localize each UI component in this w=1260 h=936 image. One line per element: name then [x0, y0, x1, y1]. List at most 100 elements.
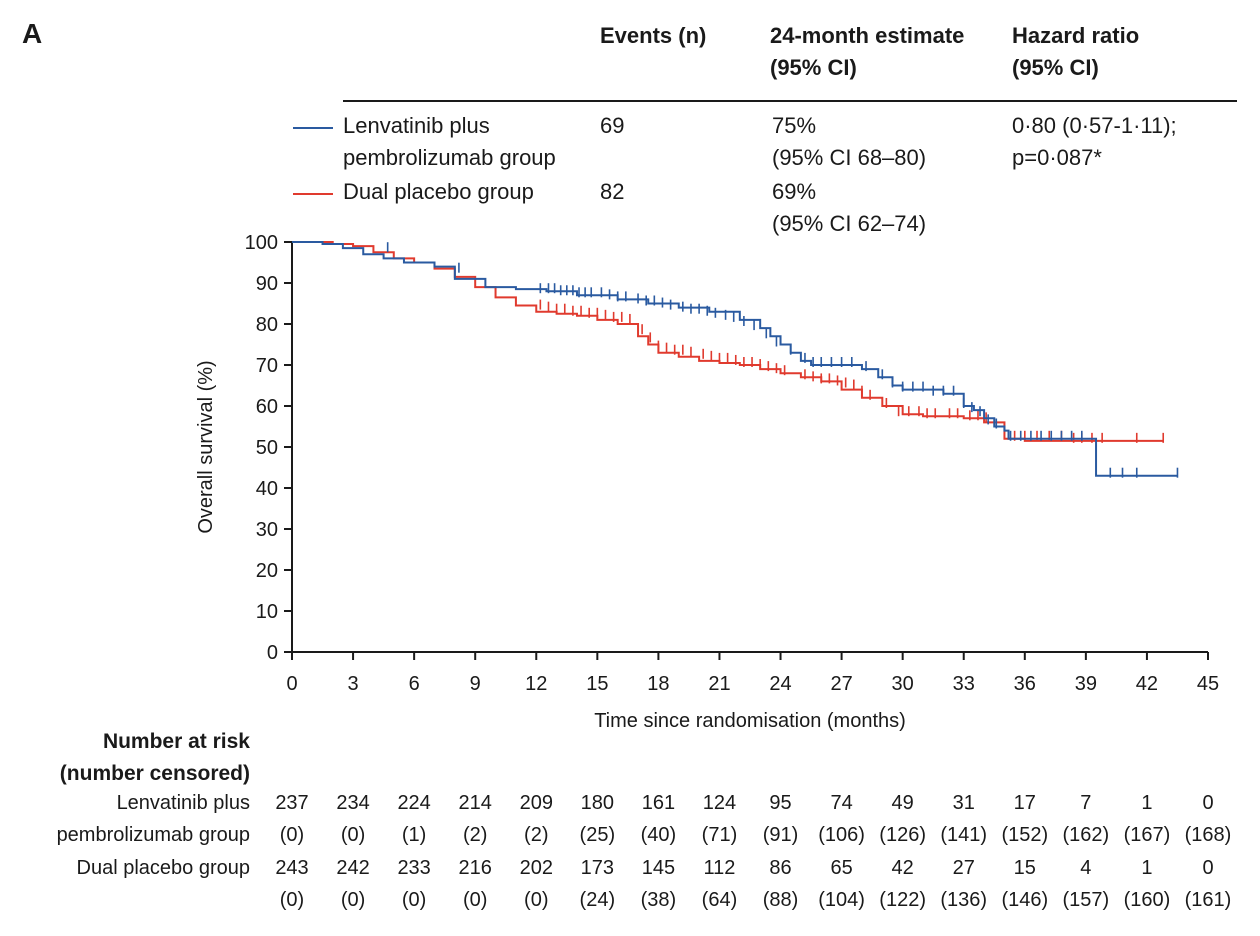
risk-table-title: Number at risk (number censored) — [59, 730, 250, 785]
censored-placebo: (0) — [279, 889, 305, 911]
censored-lenvatinib: (126) — [879, 824, 927, 846]
header-hazard-ratio: Hazard ratio (95% CI) — [1012, 23, 1140, 80]
censored-placebo: (24) — [579, 889, 616, 911]
x-tick-label: 24 — [769, 673, 791, 695]
censored-placebo: (0) — [340, 889, 366, 911]
panel-label: A — [22, 18, 43, 49]
censored-lenvatinib: (168) — [1184, 824, 1232, 846]
censored-lenvatinib: (0) — [340, 824, 366, 846]
row-estimate-lenvatinib: 75% (95% CI 68–80) — [772, 113, 927, 170]
censored-placebo: (104) — [818, 889, 865, 911]
at-risk-placebo: 0 — [1202, 857, 1214, 879]
at-risk-placebo: 173 — [580, 857, 615, 879]
y-tick-label: 100 — [245, 232, 278, 254]
censored-placebo: (122) — [879, 889, 927, 911]
at-risk-lenvatinib: 224 — [397, 792, 431, 814]
at-risk-placebo: 233 — [397, 857, 431, 879]
censored-lenvatinib: (2) — [524, 824, 549, 846]
censored-lenvatinib: (162) — [1062, 824, 1110, 846]
y-tick-label: 10 — [256, 601, 278, 623]
x-tick-label: 33 — [953, 673, 975, 695]
x-tick-label: 18 — [647, 673, 669, 695]
censored-placebo: (136) — [940, 889, 988, 911]
risk-label-lenvatinib-1: Lenvatinib plus — [116, 792, 250, 814]
at-risk-placebo: 27 — [952, 857, 975, 879]
at-risk-placebo: 42 — [891, 857, 914, 879]
censored-placebo: (146) — [1001, 889, 1049, 911]
at-risk-lenvatinib: 124 — [702, 792, 737, 814]
x-tick-label: 12 — [525, 673, 547, 695]
survival-curve-placebo — [292, 241, 1164, 442]
x-tick-label: 27 — [830, 673, 852, 695]
at-risk-lenvatinib: 0 — [1202, 792, 1214, 814]
at-risk-placebo: 145 — [641, 857, 676, 879]
censored-lenvatinib: (0) — [279, 824, 305, 846]
at-risk-placebo: 216 — [458, 857, 492, 879]
at-risk-placebo: 202 — [519, 857, 553, 879]
y-tick-label: 80 — [256, 314, 278, 336]
at-risk-lenvatinib: 237 — [275, 792, 309, 814]
censored-placebo: (38) — [640, 889, 677, 911]
row-events-placebo: 82 — [600, 179, 625, 204]
y-tick-label: 40 — [256, 478, 278, 500]
censored-lenvatinib: (71) — [701, 824, 738, 846]
at-risk-placebo: 242 — [336, 857, 370, 879]
survival-curve-lenvatinib — [292, 241, 1178, 477]
at-risk-lenvatinib: 234 — [336, 792, 370, 814]
at-risk-lenvatinib: 74 — [830, 792, 853, 814]
x-tick-label: 39 — [1075, 673, 1097, 695]
x-tick-label: 3 — [348, 673, 359, 695]
chart-curves — [292, 241, 1179, 478]
x-tick-label: 9 — [470, 673, 481, 695]
censored-placebo: (160) — [1123, 889, 1171, 911]
at-risk-lenvatinib: 31 — [952, 792, 975, 814]
censored-placebo: (88) — [762, 889, 799, 911]
y-tick-label: 20 — [256, 560, 278, 582]
censored-lenvatinib: (25) — [579, 824, 616, 846]
y-tick-label: 30 — [256, 519, 278, 541]
censored-lenvatinib: (40) — [640, 824, 677, 846]
censored-placebo: (0) — [462, 889, 488, 911]
legend-swatch-lenvatinib — [293, 127, 333, 129]
x-tick-label: 36 — [1014, 673, 1036, 695]
legend-swatch-placebo — [293, 193, 333, 195]
at-risk-placebo: 1 — [1141, 857, 1153, 879]
x-tick-label: 15 — [586, 673, 608, 695]
at-risk-lenvatinib: 7 — [1080, 792, 1092, 814]
at-risk-lenvatinib: 17 — [1013, 792, 1036, 814]
x-tick-label: 45 — [1197, 673, 1219, 695]
at-risk-placebo: 4 — [1080, 857, 1092, 879]
row-events-lenvatinib: 69 — [600, 113, 625, 138]
censored-lenvatinib: (141) — [940, 824, 988, 846]
x-tick-label: 30 — [892, 673, 914, 695]
x-tick-label: 0 — [286, 673, 297, 695]
censored-lenvatinib: (1) — [401, 824, 427, 846]
at-risk-lenvatinib: 49 — [891, 792, 914, 814]
censored-placebo: (161) — [1184, 889, 1232, 911]
row-hazard-ratio: 0·80 (0·57-1·11); p=0·087* — [1012, 113, 1177, 170]
row-group-lenvatinib: Lenvatinib plus pembrolizumab group — [343, 113, 556, 170]
risk-label-lenvatinib-2: pembrolizumab group — [56, 824, 250, 846]
risk-label-placebo: Dual placebo group — [76, 857, 250, 879]
x-tick-label: 6 — [409, 673, 420, 695]
at-risk-lenvatinib: 209 — [519, 792, 553, 814]
censored-lenvatinib: (167) — [1123, 824, 1171, 846]
censored-lenvatinib: (2) — [462, 824, 488, 846]
table-rule — [343, 100, 1237, 102]
at-risk-lenvatinib: 214 — [458, 792, 492, 814]
x-tick-label: 42 — [1136, 673, 1158, 695]
x-axis-title: Time since randomisation (months) — [594, 710, 906, 732]
at-risk-placebo: 243 — [275, 857, 309, 879]
y-tick-label: 90 — [256, 273, 278, 295]
censored-lenvatinib: (152) — [1001, 824, 1049, 846]
y-tick-label: 60 — [256, 396, 278, 418]
header-estimate: 24-month estimate (95% CI) — [770, 23, 965, 80]
censored-placebo: (0) — [401, 889, 427, 911]
at-risk-lenvatinib: 95 — [769, 792, 792, 814]
censored-lenvatinib: (106) — [818, 824, 865, 846]
at-risk-placebo: 15 — [1013, 857, 1036, 879]
censored-placebo: (64) — [701, 889, 738, 911]
row-estimate-placebo: 69% (95% CI 62–74) — [772, 179, 927, 236]
